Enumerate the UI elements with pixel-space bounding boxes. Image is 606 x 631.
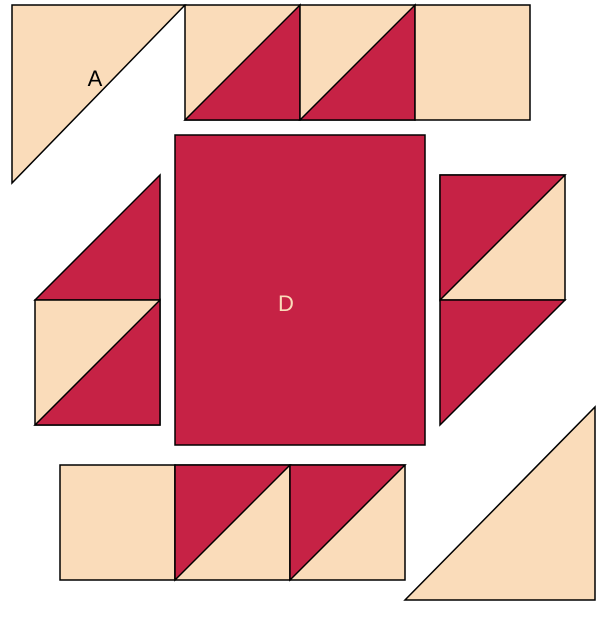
label-A: A xyxy=(88,66,103,91)
quilt-block-diagram: AD xyxy=(0,0,606,631)
bot-corner-square xyxy=(60,465,175,580)
right-lower-tri xyxy=(440,300,565,425)
label-D: D xyxy=(278,291,294,316)
corner-triangle-BR xyxy=(405,407,595,600)
top-corner-square xyxy=(415,5,530,120)
corner-triangle-A xyxy=(12,5,185,183)
left-upper-tri xyxy=(35,175,160,300)
center-square-D xyxy=(175,135,425,445)
